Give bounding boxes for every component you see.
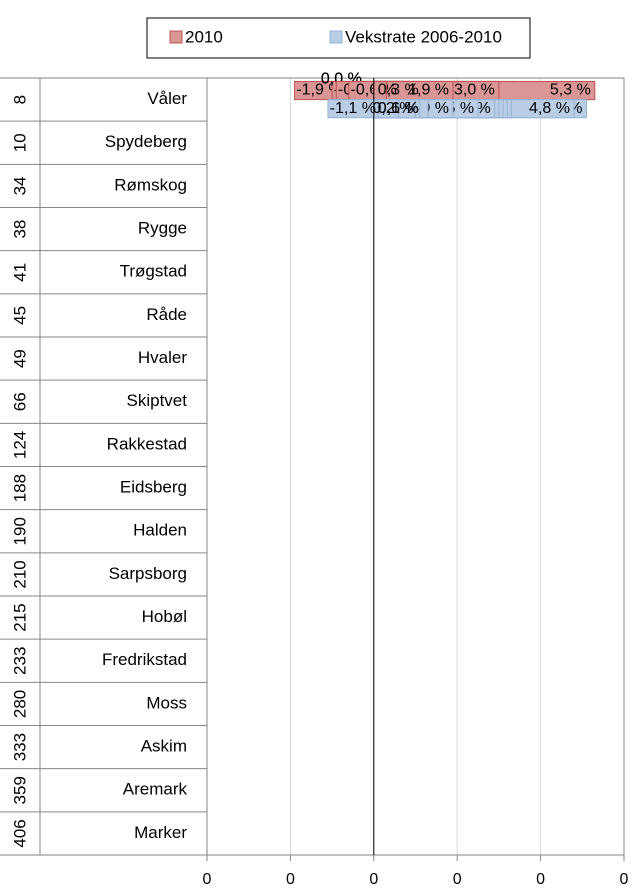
category-label: Våler [147,89,187,108]
category-code: 38 [10,220,29,239]
category-label: Marker [134,823,187,842]
category-code: 10 [10,133,29,152]
category-code: 190 [10,517,29,545]
data-label: 1,9 % [408,82,449,99]
category-code: 233 [10,647,29,675]
data-label: 4,8 % [529,100,570,117]
category-label: Moss [146,693,187,712]
data-label: 0,3 % [378,82,419,99]
category-code: 210 [10,560,29,588]
data-label: -1,1 % [330,100,376,117]
x-tick-label: 0 [203,871,212,888]
category-label: Eidsberg [120,478,187,497]
plot-area [206,77,625,856]
category-label: Rømskog [114,175,187,194]
category-code: 406 [10,819,29,847]
legend-swatch [169,30,183,44]
category-label: Hobøl [142,607,187,626]
data-label: 3,0 % [454,82,495,99]
x-tick-label: 0 [620,871,629,888]
category-label: Rakkestad [107,434,187,453]
category-code: 41 [10,263,29,282]
category-label: Spydeberg [105,132,187,151]
category-label: Askim [141,737,187,756]
category-code: 66 [10,392,29,411]
category-code: 34 [10,176,29,195]
category-code: 215 [10,603,29,631]
data-label: -1,9 % [296,82,342,99]
category-label: Råde [146,305,187,324]
data-label: 0,1 % [378,100,419,117]
x-tick-label: 0 [286,871,295,888]
x-tick-label: 0 [536,871,545,888]
category-label: Fredrikstad [102,650,187,669]
category-code: 280 [10,690,29,718]
category-label: Sarpsborg [109,564,187,583]
category-code: 8 [10,95,29,104]
category-label: Hvaler [138,348,187,367]
category-code: 124 [10,431,29,459]
x-tick-label: 0 [453,871,462,888]
category-code: 188 [10,474,29,502]
legend-label: 2010 [185,27,223,46]
category-code: 333 [10,733,29,761]
category-code: 359 [10,776,29,804]
category-label: Rygge [138,219,187,238]
category-label: Aremark [123,780,188,799]
category-code: 45 [10,306,29,325]
legend-label: Vekstrate 2006-2010 [345,27,502,46]
category-label: Trøgstad [120,262,187,281]
category-label: Skiptvet [127,391,188,410]
data-label: 5,3 % [550,82,591,99]
data-label: -0,2 % [367,100,413,117]
legend-swatch [329,30,343,44]
x-tick-label: 0 [369,871,378,888]
category-label: Halden [133,521,187,540]
category-code: 49 [10,349,29,368]
data-label: 0,6 % [378,100,419,117]
